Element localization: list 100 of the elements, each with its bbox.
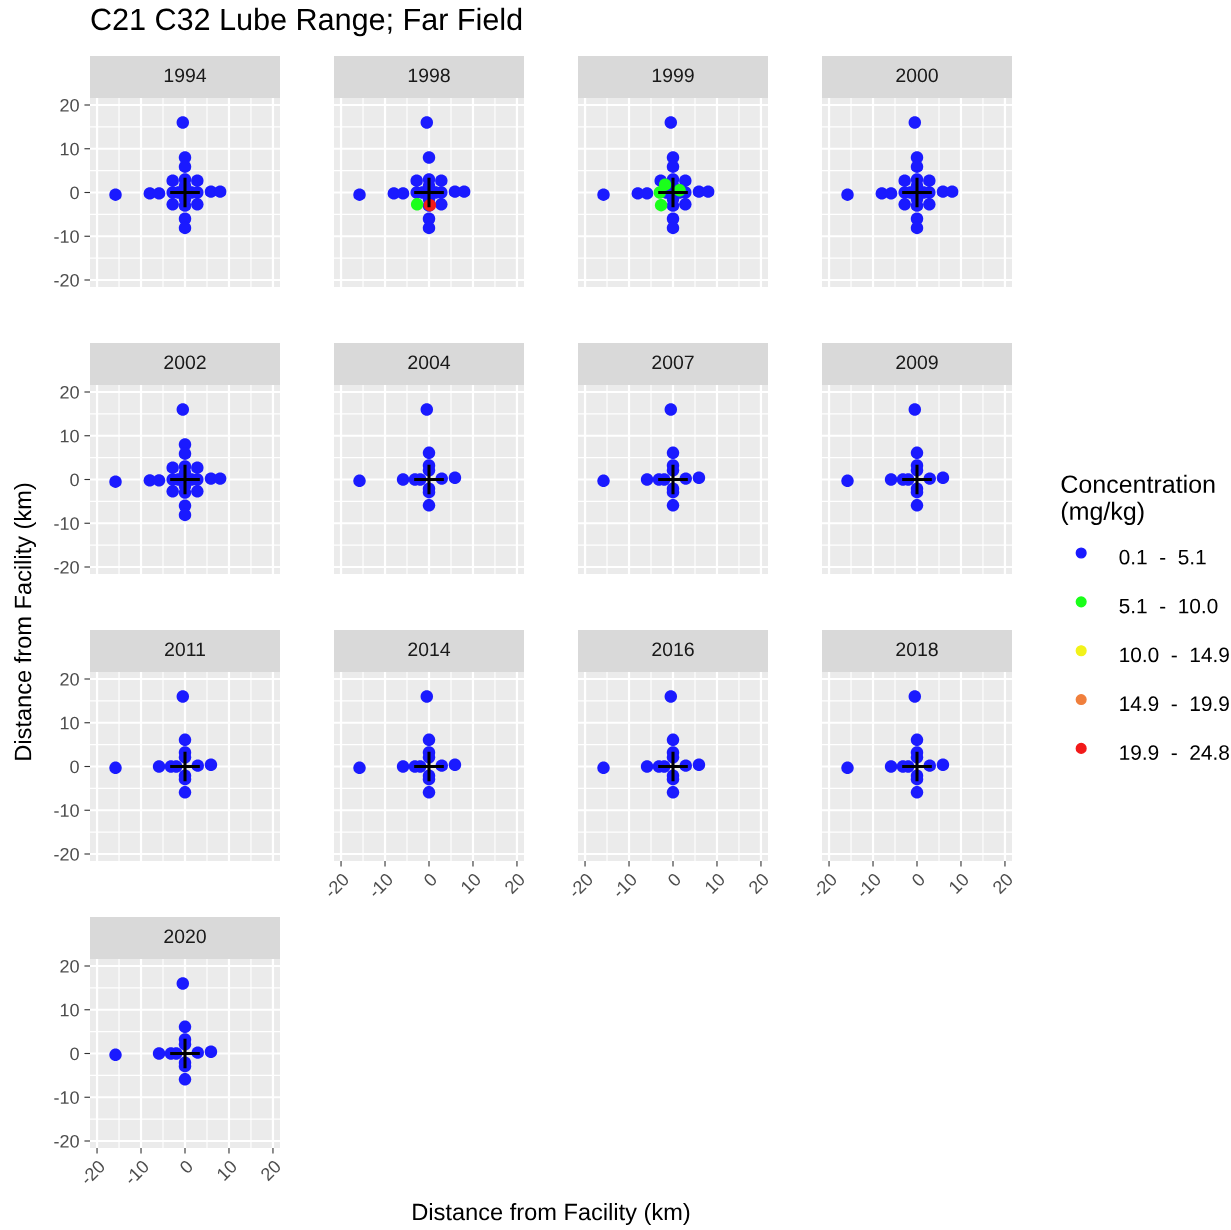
y-tick-label: 10 <box>60 1003 79 1017</box>
point <box>213 185 227 198</box>
x-tick-label: -20 <box>323 872 350 899</box>
point <box>178 1020 192 1034</box>
point <box>422 733 436 747</box>
y-tick-label: -10 <box>54 517 79 530</box>
point <box>178 160 192 173</box>
point <box>640 760 654 773</box>
chart-title: 2002 <box>164 355 206 370</box>
point <box>666 733 680 747</box>
point <box>178 1073 192 1086</box>
point <box>910 499 924 512</box>
point <box>420 116 434 129</box>
x-tick-label: 20 <box>503 872 526 895</box>
point <box>353 761 366 775</box>
point <box>176 116 190 129</box>
point <box>396 760 410 773</box>
legend-title: Concentration (mg/kg) <box>1061 474 1215 525</box>
point <box>701 185 715 198</box>
point <box>166 198 179 211</box>
point <box>908 116 922 129</box>
point <box>884 187 898 200</box>
point <box>841 188 854 201</box>
point <box>178 447 192 460</box>
point <box>666 221 680 235</box>
point <box>422 499 436 512</box>
point <box>109 1048 122 1062</box>
point <box>152 474 166 487</box>
point <box>176 403 190 416</box>
point <box>692 471 706 484</box>
chart-title: 2009 <box>896 355 938 370</box>
point <box>422 221 436 235</box>
text: Distance from Facility (km) <box>14 483 36 760</box>
point <box>910 786 924 799</box>
point <box>422 151 436 164</box>
point <box>884 473 898 486</box>
point <box>654 198 668 212</box>
point <box>597 761 610 775</box>
point <box>666 786 680 799</box>
x-tick-label: 0 <box>910 872 926 888</box>
chart-title: 2011 <box>165 642 205 657</box>
point <box>936 471 950 484</box>
point <box>178 786 192 799</box>
legend-label: 5.1 - 10.0 <box>1119 598 1218 614</box>
point <box>664 690 678 703</box>
legend-label: 0.1 - 5.1 <box>1119 549 1206 565</box>
point <box>353 474 366 488</box>
x-tick-label: 10 <box>460 872 482 895</box>
x-tick-label: -10 <box>123 1159 150 1186</box>
chart-title: 2016 <box>652 642 694 657</box>
point <box>176 977 190 990</box>
point <box>204 758 218 771</box>
point <box>898 174 911 187</box>
chart-title: 2004 <box>408 355 451 370</box>
point <box>178 221 192 235</box>
point <box>176 690 190 703</box>
point <box>666 499 680 512</box>
point <box>597 188 610 201</box>
y-tick-label: -10 <box>54 1091 79 1104</box>
point <box>435 174 448 187</box>
point <box>448 758 462 771</box>
text: C21 C32 Lube Range; Far Field <box>91 7 522 37</box>
point <box>679 174 692 187</box>
x-tick-label: 10 <box>704 872 726 895</box>
point <box>410 198 424 211</box>
x-tick-label: 10 <box>948 872 970 895</box>
legend-label: 14.9 - 19.9 <box>1120 696 1229 712</box>
point <box>692 758 706 771</box>
chart-title: 1998 <box>408 68 450 83</box>
point <box>908 403 922 416</box>
point <box>923 174 936 187</box>
chart-title: 2020 <box>164 929 206 944</box>
point <box>936 758 950 771</box>
point <box>923 198 936 211</box>
x-tick-label: 10 <box>216 1159 238 1182</box>
y-tick-label: -10 <box>54 230 79 243</box>
x-tick-label: 20 <box>259 1159 282 1182</box>
point <box>640 473 654 486</box>
legend-label: 10.0 - 14.9 <box>1120 647 1229 663</box>
y-tick-label: 10 <box>60 142 79 156</box>
x-tick-label: -20 <box>567 872 594 899</box>
point <box>457 185 471 198</box>
chart-title: 2007 <box>652 355 694 370</box>
point <box>152 1047 166 1060</box>
point <box>945 185 959 198</box>
point <box>884 760 898 773</box>
point <box>664 403 678 416</box>
y-tick-label: 20 <box>60 672 79 686</box>
point <box>666 446 680 460</box>
y-tick-label: 0 <box>70 760 79 774</box>
chart-title: 2018 <box>896 642 938 657</box>
text: Distance from Facility (km) <box>413 1202 690 1226</box>
point <box>353 188 366 201</box>
y-tick-label: 0 <box>70 186 79 200</box>
x-tick-label: 0 <box>666 872 682 888</box>
point <box>666 160 680 173</box>
chart-title: 2000 <box>896 68 938 83</box>
point <box>410 174 423 187</box>
point <box>640 187 654 200</box>
x-tick-label: -10 <box>611 872 638 899</box>
